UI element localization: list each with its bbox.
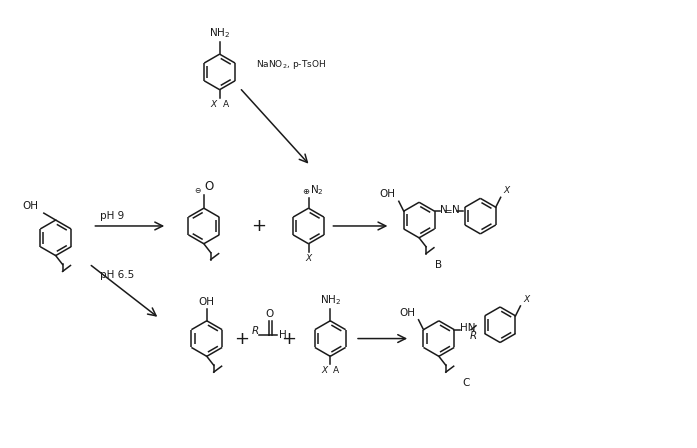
Text: +: +: [251, 217, 266, 235]
Text: A: A: [222, 99, 229, 108]
Text: N$_2$: N$_2$: [310, 184, 324, 197]
Text: HN: HN: [460, 323, 475, 333]
Text: OH: OH: [380, 190, 396, 199]
Text: R: R: [470, 331, 477, 340]
Text: OH: OH: [199, 297, 215, 307]
Text: R: R: [252, 326, 259, 336]
Text: B: B: [435, 259, 442, 270]
Text: +: +: [282, 330, 296, 348]
Text: C: C: [463, 378, 470, 388]
Text: NH$_2$: NH$_2$: [320, 293, 341, 307]
Text: X: X: [321, 366, 328, 375]
Text: A: A: [333, 366, 339, 375]
Text: NH$_2$: NH$_2$: [209, 26, 230, 40]
Text: X: X: [305, 254, 312, 263]
Text: X: X: [504, 186, 510, 195]
Text: NaNO$_2$, p-TsOH: NaNO$_2$, p-TsOH: [256, 59, 326, 72]
Text: $=$: $=$: [441, 205, 452, 215]
Text: pH 6.5: pH 6.5: [100, 270, 135, 280]
Text: N: N: [452, 205, 460, 215]
Text: $\oplus$: $\oplus$: [302, 187, 311, 196]
Text: +: +: [234, 330, 249, 348]
Text: OH: OH: [22, 201, 38, 211]
Text: N: N: [441, 205, 448, 215]
Text: X: X: [523, 295, 530, 304]
Text: X: X: [210, 99, 217, 108]
Text: pH 9: pH 9: [100, 211, 124, 221]
Text: H: H: [279, 330, 286, 340]
Text: $\ominus$: $\ominus$: [194, 186, 202, 195]
Text: O: O: [205, 181, 214, 194]
Text: OH: OH: [399, 308, 415, 318]
Text: O: O: [266, 309, 274, 319]
